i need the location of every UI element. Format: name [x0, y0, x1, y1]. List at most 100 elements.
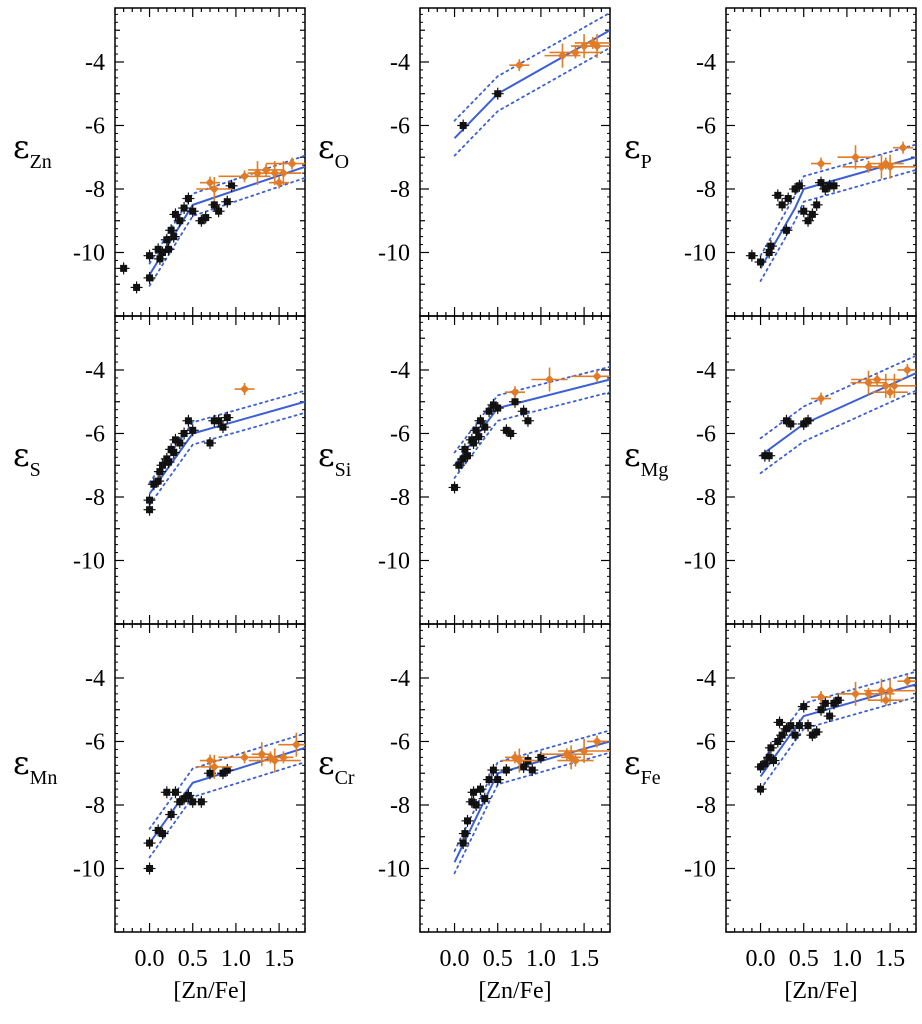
data-point-orange — [248, 163, 285, 176]
data-point-black — [143, 271, 156, 284]
data-point-orange — [867, 694, 904, 707]
axes-frame — [114, 7, 306, 317]
data-point-orange — [218, 170, 271, 183]
data-point-orange — [571, 34, 610, 59]
y-tick-label: -6 — [390, 113, 410, 139]
y-tick-label: -10 — [378, 548, 410, 574]
y-tick-label: -10 — [378, 856, 410, 882]
panel-zn: -4 -6 -8 -10 εZn — [13, 7, 306, 317]
data-point-black — [216, 421, 229, 434]
data-point-orange — [868, 373, 916, 398]
y-axis-label-subscript: Mg — [641, 459, 669, 481]
data-point-black — [491, 402, 504, 415]
y-axis-label: εO — [318, 128, 349, 173]
data-point-black — [204, 437, 216, 450]
data-point-black — [458, 827, 471, 840]
data-point-orange — [269, 176, 290, 189]
data-point-black — [186, 424, 199, 437]
data-point-black — [156, 827, 169, 840]
y-axis-label-symbol: ε — [13, 744, 30, 782]
y-tick-label: -6 — [696, 729, 716, 755]
data-point-black — [526, 764, 539, 777]
y-tick-label: -6 — [85, 729, 105, 755]
data-point-black — [810, 725, 823, 738]
y-tick-label: -8 — [85, 793, 105, 819]
data-point-black — [764, 240, 777, 253]
y-tick-label: -4 — [85, 358, 105, 384]
y-axis-label-subscript: P — [641, 151, 652, 173]
y-tick-label: -6 — [390, 729, 410, 755]
data-point-black — [789, 729, 802, 742]
data-point-black — [478, 792, 491, 805]
y-tick-label: -8 — [696, 793, 716, 819]
data-point-orange — [531, 367, 568, 392]
data-point-orange — [273, 751, 294, 764]
y-axis-label: εMg — [624, 436, 668, 481]
y-tick-label: -4 — [85, 50, 105, 76]
data-point-black — [763, 449, 776, 462]
data-point-orange — [811, 691, 831, 704]
data-point-black — [452, 459, 465, 472]
y-tick-label: -6 — [85, 421, 105, 447]
y-axis-label-symbol: ε — [624, 436, 641, 474]
y-tick-label: -10 — [684, 240, 716, 266]
x-tick-label: 1.5 — [875, 946, 905, 972]
plot-area — [143, 732, 305, 875]
data-point-black — [221, 764, 234, 777]
lower-dispersion-line — [759, 696, 916, 791]
x-axis-label: [Zn/Fe] — [173, 978, 246, 1004]
data-point-black — [784, 417, 797, 430]
plot-area — [117, 154, 305, 294]
data-point-black — [162, 456, 175, 469]
y-tick-label: -8 — [390, 177, 410, 203]
y-axis-label: εP — [624, 128, 652, 173]
y-tick-label: -8 — [390, 793, 410, 819]
lower-dispersion-line — [759, 389, 916, 475]
data-point-black — [815, 176, 827, 189]
data-point-black — [534, 751, 547, 764]
data-point-black — [167, 230, 180, 243]
data-point-orange — [811, 157, 831, 170]
fit-line — [759, 683, 916, 777]
panel-p: -4 -6 -8 -10 εP — [624, 7, 917, 317]
data-point-orange — [251, 742, 272, 767]
data-point-black — [782, 192, 795, 205]
x-tick-label: 0.0 — [440, 946, 470, 972]
y-axis-label-symbol: ε — [13, 436, 30, 474]
data-point-black — [802, 414, 815, 427]
data-point-orange — [549, 46, 602, 59]
panel-s: -4 -6 -8 -10 εS — [13, 315, 306, 625]
y-tick-label: -8 — [85, 177, 105, 203]
data-point-orange — [248, 748, 301, 773]
data-point-black — [169, 208, 182, 221]
y-tick-label: -8 — [696, 485, 716, 511]
y-axis-label-symbol: ε — [624, 744, 641, 782]
y-axis-label-symbol: ε — [13, 128, 30, 166]
data-point-black — [472, 430, 485, 443]
data-point-orange — [893, 141, 914, 154]
data-point-black — [186, 205, 199, 218]
panel-mn: -4 -6 -8 -10 εMn 0.0 0.5 1.0 1.5 [Zn/Fe] — [13, 623, 306, 1004]
data-point-black — [165, 808, 178, 821]
axes-frame — [419, 7, 611, 317]
y-tick-label: -6 — [390, 421, 410, 447]
y-tick-label: -8 — [390, 485, 410, 511]
data-point-orange — [864, 678, 916, 703]
data-point-black — [802, 214, 815, 227]
y-tick-label: -10 — [73, 240, 105, 266]
data-point-black — [467, 437, 480, 450]
data-point-black — [771, 735, 784, 748]
data-point-orange — [864, 154, 916, 179]
data-point-black — [173, 214, 186, 227]
x-axis-label: [Zn/Fe] — [478, 978, 551, 1004]
y-axis-label: εS — [13, 436, 41, 481]
y-axis-label: εCr — [318, 744, 355, 789]
x-tick-label: 1.5 — [264, 946, 294, 972]
panel-cr: -4 -6 -8 -10 εCr 0.0 0.5 1.0 1.5 [Zn/Fe] — [318, 623, 611, 1004]
data-point-black — [797, 700, 810, 713]
y-axis-label: εFe — [624, 744, 661, 789]
data-point-black — [754, 256, 767, 269]
y-axis-label-subscript: Fe — [641, 767, 661, 789]
y-tick-label: -4 — [696, 358, 716, 384]
axes-frame — [419, 315, 611, 625]
